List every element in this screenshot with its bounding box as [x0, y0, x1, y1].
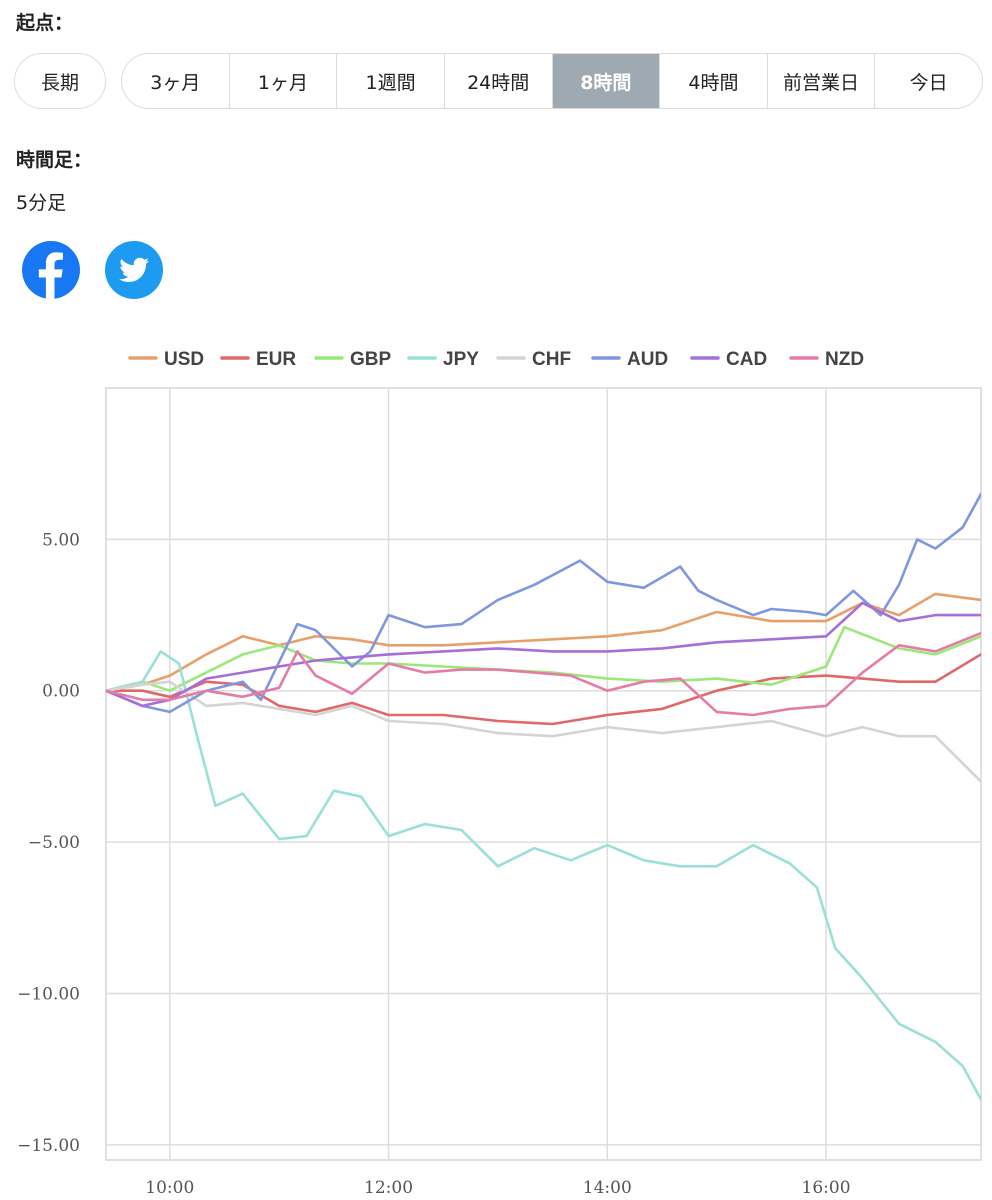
range-24-hours-button[interactable]: 24時間 [445, 54, 553, 108]
currency-strength-chart: USD EUR GBP JPY CHF AUD CAD NZD 5.00 0.00 −5.00 −1… [17, 349, 982, 1198]
range-button-group: 3ヶ月 1ヶ月 1週間 24時間 8時間 4時間 前営業日 今日 [121, 53, 983, 109]
range-1-month-button[interactable]: 1ヶ月 [230, 54, 338, 108]
range-3-months-button[interactable]: 3ヶ月 [122, 54, 230, 108]
facebook-share-button[interactable] [22, 241, 80, 299]
x-tick-label: 14:00 [583, 1178, 632, 1198]
legend-label-usd: USD [164, 349, 204, 370]
twitter-icon [119, 257, 149, 282]
y-tick-label: −10.00 [17, 984, 80, 1004]
chart-plot-area [106, 492, 981, 1101]
y-tick-label: −5.00 [28, 833, 80, 853]
y-tick-label: 0.00 [42, 682, 80, 702]
legend-label-aud: AUD [627, 349, 668, 370]
legend-label-gbp: GBP [350, 349, 392, 370]
range-today-button[interactable]: 今日 [909, 71, 948, 94]
range-long-term-button[interactable]: 長期 [14, 53, 106, 109]
legend-label-nzd: NZD [825, 349, 864, 370]
chart-grid [105, 387, 982, 1161]
facebook-icon [38, 252, 63, 299]
range-4-hours-button[interactable]: 4時間 [660, 54, 768, 108]
legend-label-eur: EUR [256, 349, 296, 370]
plot-border [105, 387, 982, 1161]
series-line-jpy [106, 650, 981, 1101]
series-line-chf [106, 680, 981, 783]
series-line-nzd [106, 631, 981, 717]
x-tick-label: 10:00 [145, 1178, 194, 1198]
x-tick-label: 16:00 [802, 1178, 851, 1198]
series-line-cad [106, 601, 981, 708]
timeframe-value: 5分足 [16, 192, 67, 214]
range-1-week-button[interactable]: 1週間 [337, 54, 445, 108]
range-8-hours-button[interactable]: 8時間 [552, 54, 661, 108]
y-tick-label: 5.00 [42, 530, 80, 550]
y-tick-label: −15.00 [17, 1136, 80, 1156]
y-axis-ticks: 5.00 0.00 −5.00 −10.00 −15.00 [17, 530, 80, 1155]
series-line-eur [106, 653, 981, 726]
twitter-share-button[interactable] [105, 241, 163, 299]
legend-label-cad: CAD [726, 349, 767, 370]
series-line-gbp [106, 625, 981, 693]
origin-label: 起点： [16, 12, 74, 34]
chart-legend: USD EUR GBP JPY CHF AUD CAD NZD [128, 349, 864, 370]
series-line-usd [106, 592, 981, 693]
x-tick-label: 12:00 [364, 1178, 413, 1198]
timeframe-label: 時間足： [16, 149, 93, 171]
range-previous-business-day-button[interactable]: 前営業日 [768, 54, 876, 108]
series-line-aud [106, 492, 981, 714]
legend-label-chf: CHF [532, 349, 571, 370]
legend-label-jpy: JPY [443, 349, 479, 370]
x-axis-ticks: 10:00 12:00 14:00 16:00 [145, 1178, 850, 1198]
